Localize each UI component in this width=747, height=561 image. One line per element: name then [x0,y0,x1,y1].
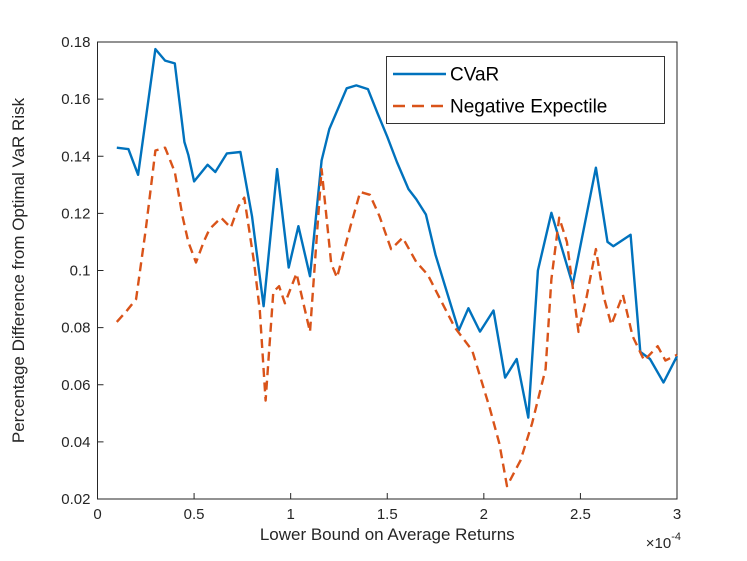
y-tick-label: 0.02 [61,491,90,508]
y-tick-label: 0.04 [61,434,90,451]
y-tick-label: 0.1 [70,263,91,280]
y-tick-label: 0.06 [61,377,90,394]
y-tick-label: 0.12 [61,205,90,222]
x-tick-label: 0.5 [184,506,205,523]
y-axis: 0.02 0.04 0.06 0.08 0.1 0.12 0.14 0.16 0.18 [61,34,104,508]
legend: CVaR Negative Expectile [386,56,665,124]
y-tick-label: 0.16 [61,91,90,108]
y-axis-label: Percentage Difference from Optimal VaR R… [9,97,28,443]
series-cvar [116,47,679,419]
x-axis-label: Lower Bound on Average Returns [260,525,515,544]
x-tick-label: 1 [286,506,294,523]
legend-box [386,56,665,124]
x-tick-label: 2.5 [570,506,591,523]
y-tick-label: 0.14 [61,148,90,165]
legend-label: Negative Expectile [450,97,607,118]
series-negative-expectile [115,146,678,488]
x-axis: 0 0.5 1 1.5 2 2.5 3 [93,493,681,523]
y-tick-label: 0.08 [61,320,90,337]
legend-label: CVaR [450,65,499,86]
x-axis-exponent: ×10-4 [646,531,681,552]
x-tick-label: 2 [480,506,488,523]
y-tick-label: 0.18 [61,34,90,51]
x-tick-label: 1.5 [377,506,398,523]
x-tick-label: 0 [93,506,101,523]
x-tick-label: 3 [673,506,681,523]
